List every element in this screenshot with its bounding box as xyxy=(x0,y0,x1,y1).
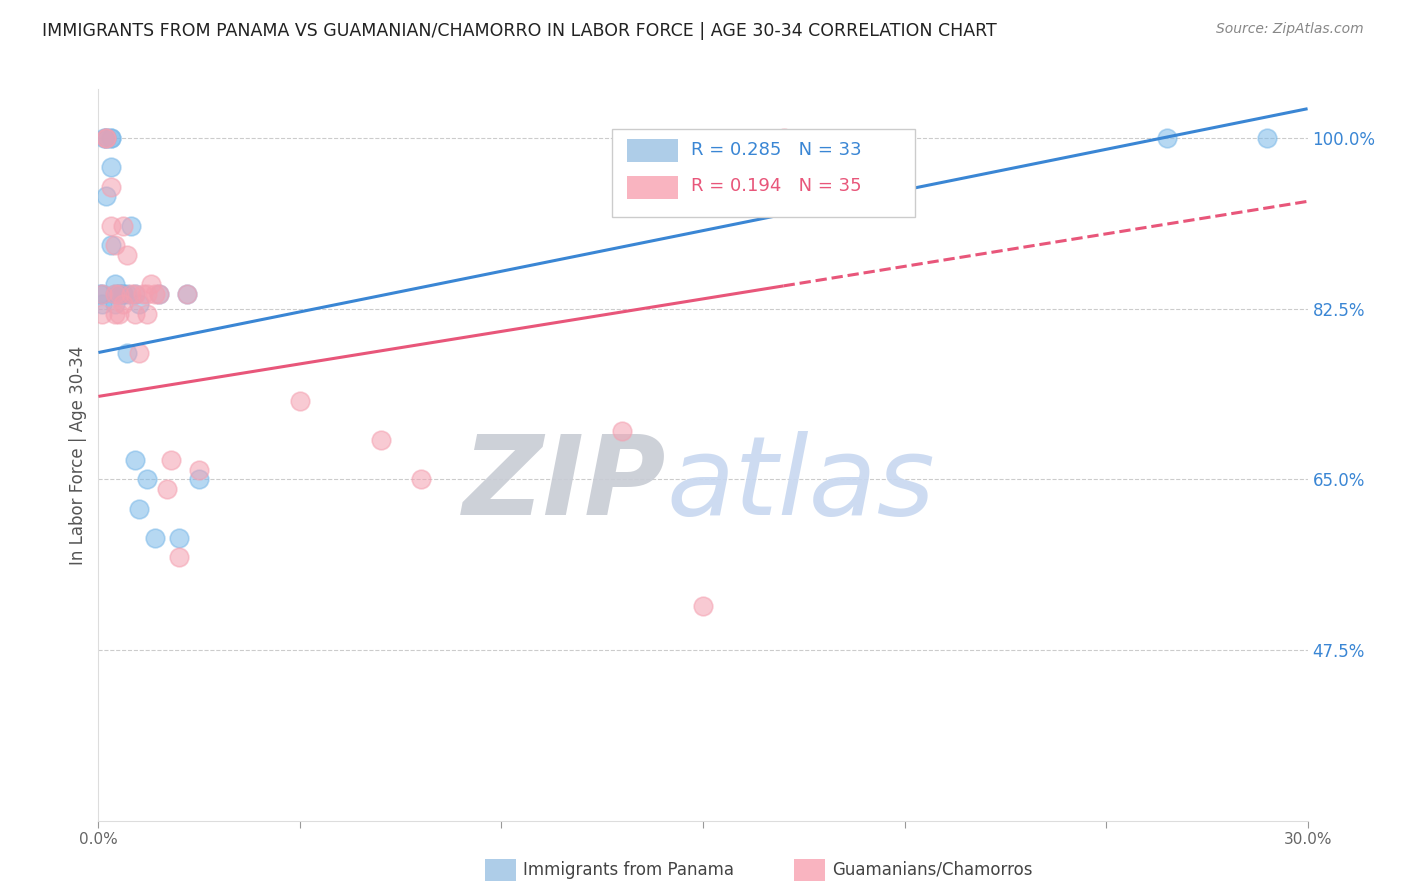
Point xyxy=(370,434,392,448)
Point xyxy=(167,550,190,565)
Point xyxy=(107,306,129,320)
Point xyxy=(176,287,198,301)
Point xyxy=(103,277,125,292)
Point xyxy=(409,472,432,486)
Point xyxy=(120,219,142,233)
Point xyxy=(156,482,179,496)
Point xyxy=(124,287,146,301)
Point xyxy=(103,287,125,301)
Point xyxy=(188,472,211,486)
Point xyxy=(100,219,122,233)
Point xyxy=(120,287,142,301)
Point xyxy=(91,306,114,320)
Point xyxy=(100,179,122,194)
Text: ZIP: ZIP xyxy=(463,431,666,538)
Point xyxy=(96,131,118,145)
Text: R = 0.194   N = 35: R = 0.194 N = 35 xyxy=(690,178,862,195)
Point xyxy=(93,131,115,145)
Point xyxy=(96,131,118,145)
Point xyxy=(96,189,118,203)
Point xyxy=(160,452,183,467)
Point xyxy=(148,287,170,301)
Point xyxy=(124,306,146,320)
Point xyxy=(148,287,170,301)
FancyBboxPatch shape xyxy=(627,139,678,162)
Point xyxy=(103,297,125,311)
Point xyxy=(612,424,634,438)
Point xyxy=(128,297,150,311)
Point xyxy=(111,297,134,311)
Point xyxy=(176,287,198,301)
Point xyxy=(128,345,150,359)
Point xyxy=(188,462,211,476)
Point xyxy=(96,131,118,145)
Point xyxy=(1256,131,1278,145)
Point xyxy=(103,306,125,320)
Point xyxy=(111,287,134,301)
Point xyxy=(132,287,155,301)
Point xyxy=(143,287,166,301)
Point xyxy=(107,287,129,301)
Point xyxy=(115,345,138,359)
Point xyxy=(111,287,134,301)
Point xyxy=(91,287,114,301)
Point xyxy=(115,287,138,301)
Text: Source: ZipAtlas.com: Source: ZipAtlas.com xyxy=(1216,22,1364,37)
Point xyxy=(100,238,122,252)
Point xyxy=(692,599,714,613)
FancyBboxPatch shape xyxy=(613,129,915,218)
Point xyxy=(1156,131,1178,145)
Point xyxy=(96,131,118,145)
Point xyxy=(143,531,166,545)
Text: R = 0.285   N = 33: R = 0.285 N = 33 xyxy=(690,141,862,159)
Point xyxy=(135,287,157,301)
Text: IMMIGRANTS FROM PANAMA VS GUAMANIAN/CHAMORRO IN LABOR FORCE | AGE 30-34 CORRELAT: IMMIGRANTS FROM PANAMA VS GUAMANIAN/CHAM… xyxy=(42,22,997,40)
Text: Immigrants from Panama: Immigrants from Panama xyxy=(523,861,734,879)
Point xyxy=(135,472,157,486)
Point xyxy=(772,131,794,145)
Point xyxy=(100,131,122,145)
Point xyxy=(89,287,111,301)
Point xyxy=(124,452,146,467)
Point xyxy=(139,277,162,292)
Point xyxy=(91,287,114,301)
Point xyxy=(100,160,122,174)
Y-axis label: In Labor Force | Age 30-34: In Labor Force | Age 30-34 xyxy=(69,345,87,565)
Point xyxy=(288,394,311,409)
Point xyxy=(103,238,125,252)
Point xyxy=(111,219,134,233)
Point xyxy=(128,501,150,516)
Point xyxy=(91,297,114,311)
Point xyxy=(107,287,129,301)
FancyBboxPatch shape xyxy=(627,176,678,199)
Text: atlas: atlas xyxy=(666,431,935,538)
Point xyxy=(103,287,125,301)
Point xyxy=(100,131,122,145)
Point xyxy=(107,287,129,301)
Text: Guamanians/Chamorros: Guamanians/Chamorros xyxy=(832,861,1033,879)
Point xyxy=(115,248,138,262)
Point xyxy=(167,531,190,545)
Point xyxy=(124,287,146,301)
Point xyxy=(135,306,157,320)
